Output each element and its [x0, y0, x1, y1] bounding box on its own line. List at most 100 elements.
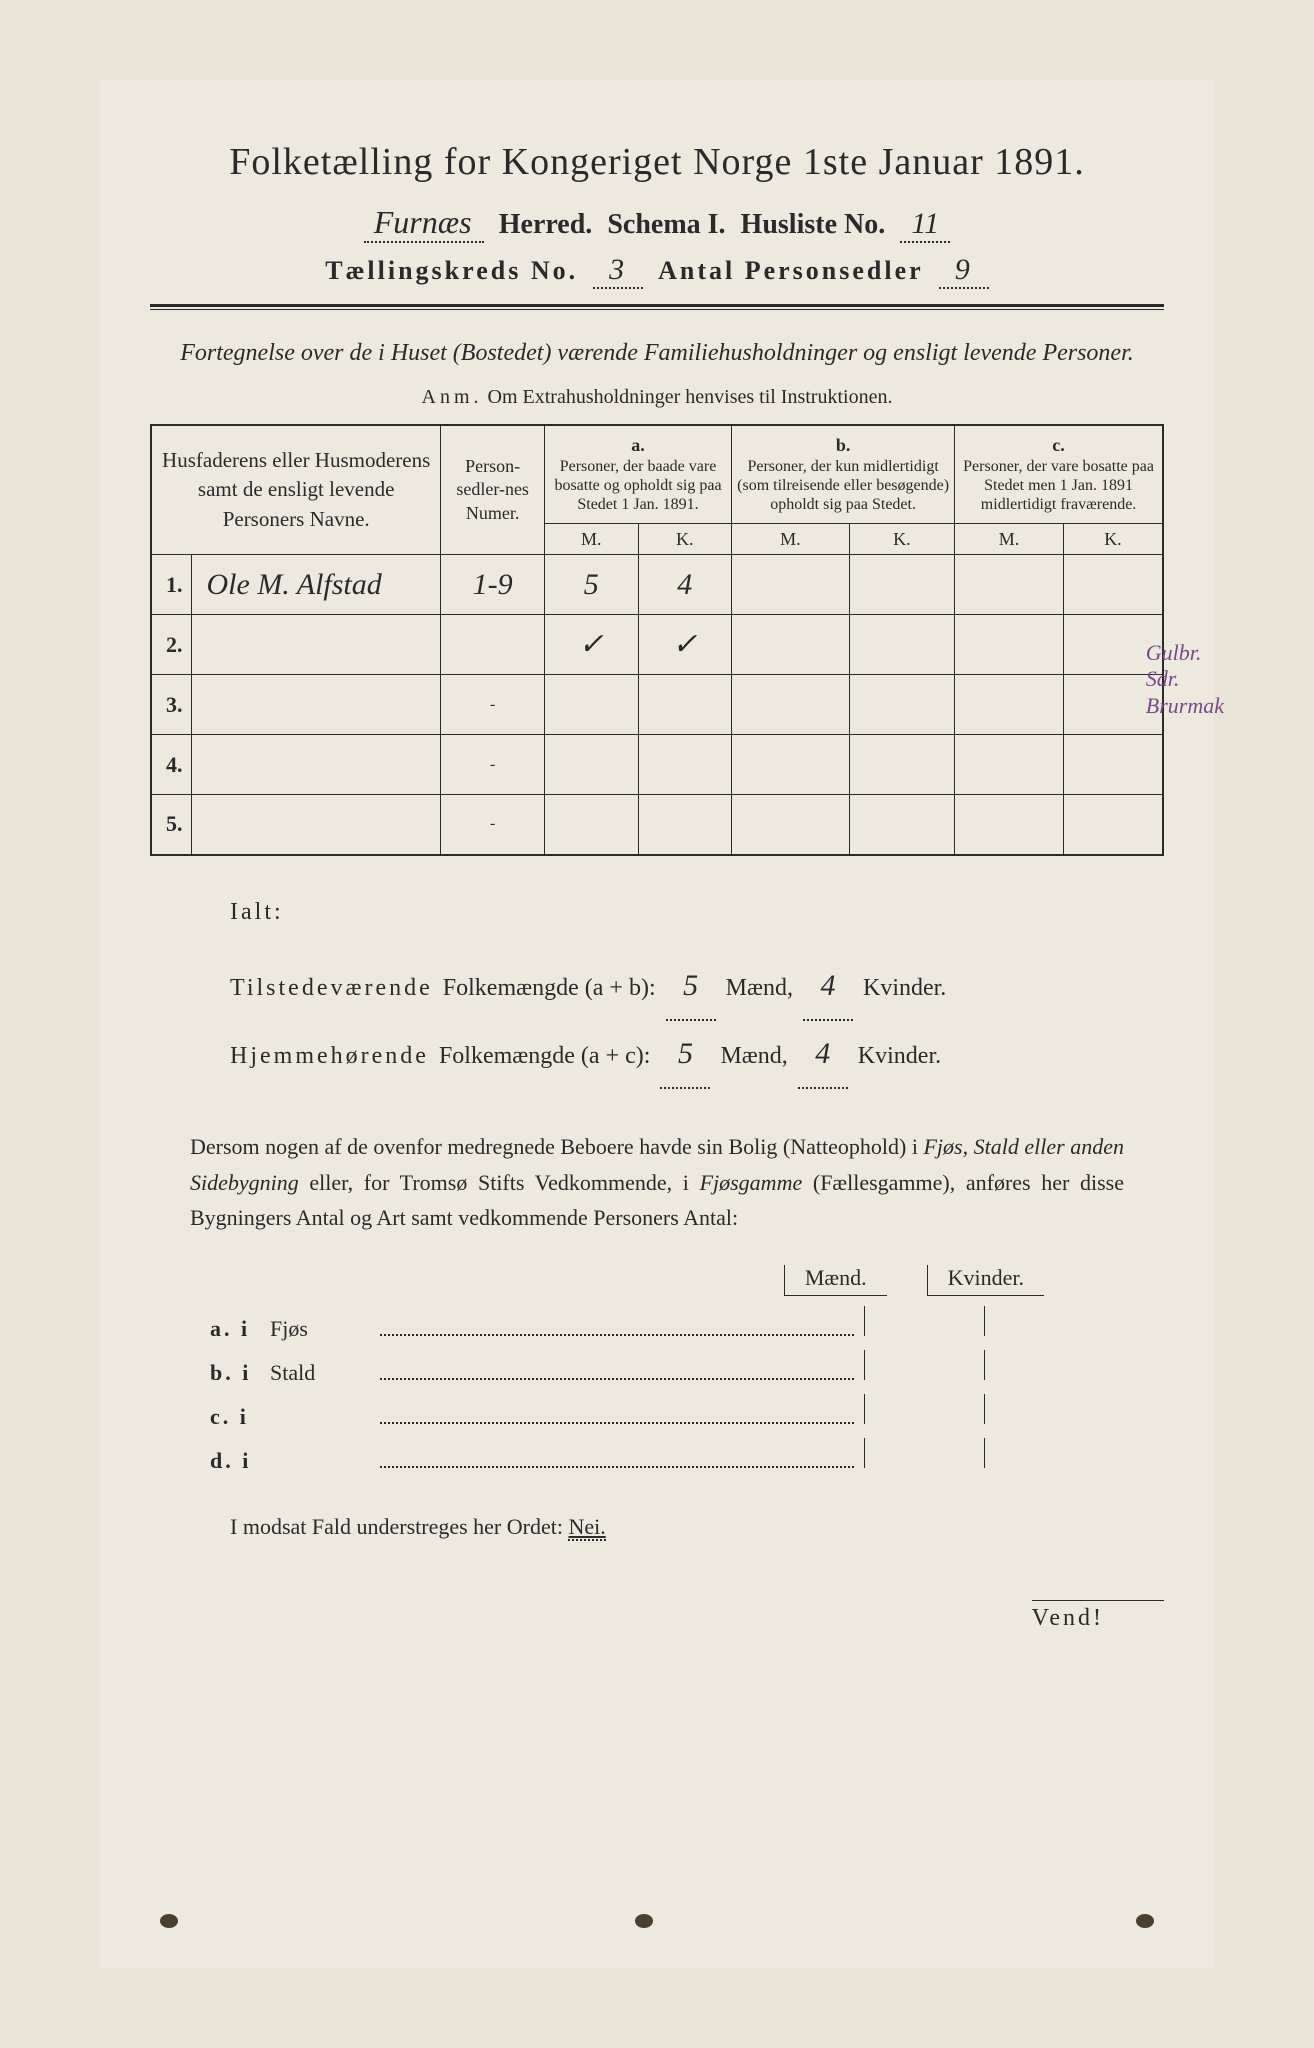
row-num: 4.: [151, 735, 191, 795]
sub-d-label: d. i: [210, 1448, 270, 1474]
row-num: 1.: [151, 555, 191, 615]
cm-cell: [955, 555, 1064, 615]
cm-cell: [955, 675, 1064, 735]
header-line-1: Furnæs Herred. Schema I. Husliste No. 11: [150, 204, 1164, 243]
ck-cell: [1063, 555, 1163, 615]
numer-cell: [441, 615, 545, 675]
kreds-value: 3: [593, 253, 643, 289]
am-cell: 5: [544, 555, 638, 615]
bm-cell: [732, 675, 850, 735]
cm-cell: [955, 615, 1064, 675]
sub-a-m: [864, 1306, 984, 1336]
val1-m: 5: [666, 953, 716, 1021]
table-body: 1. Ole M. Alfstad 1-9 5 4 2. ✓ ✓: [151, 555, 1163, 855]
punch-hole-icon: [1136, 1914, 1154, 1928]
description-text: Fortegnelse over de i Huset (Bostedet) v…: [150, 335, 1164, 371]
document-page: Folketælling for Kongeriget Norge 1ste J…: [100, 80, 1214, 1968]
p1: Dersom nogen af de ovenfor medregnede Be…: [190, 1134, 923, 1159]
sub-a-label: a. i: [210, 1316, 270, 1342]
ck-cell: [1063, 795, 1163, 855]
table-row: 3. -: [151, 675, 1163, 735]
col-c-text: Personer, der vare bosatte paa Stedet me…: [959, 457, 1158, 515]
bk-cell: [849, 735, 955, 795]
col-a-label: a.: [549, 435, 727, 457]
name-cell: [191, 675, 441, 735]
sub-section: Mænd. Kvinder. a. i Fjøs b. i Stald c. i…: [210, 1265, 1104, 1474]
bm-cell: [732, 795, 850, 855]
col-header-numer: Person-sedler-nes Numer.: [441, 425, 545, 555]
herred-value: Furnæs: [364, 204, 484, 243]
kreds-label: Tællingskreds No.: [325, 256, 578, 286]
am-cell: [544, 735, 638, 795]
anm-text: Om Extrahusholdninger henvises til Instr…: [488, 386, 893, 408]
dots-icon: [380, 1378, 854, 1380]
rule-divider: [150, 304, 1164, 310]
col-c-m: M.: [955, 524, 1064, 555]
nei-underlined: Nei.: [568, 1514, 605, 1541]
sub-row-a: a. i Fjøs: [210, 1306, 1104, 1342]
numer-cell: 1-9: [441, 555, 545, 615]
dots-icon: [380, 1466, 854, 1468]
i2: Fjøsgamme: [700, 1170, 803, 1195]
sub-row-b: b. i Stald: [210, 1350, 1104, 1386]
herred-label: Herred.: [499, 209, 593, 241]
table-row: 5. -: [151, 795, 1163, 855]
numer-cell: -: [441, 735, 545, 795]
line1-label: Tilstedeværende: [230, 962, 433, 1015]
husliste-value: 11: [900, 207, 950, 243]
ak-cell: [638, 735, 732, 795]
bm-cell: [732, 615, 850, 675]
sub-b-k: [984, 1350, 1104, 1380]
sub-d-k: [984, 1438, 1104, 1468]
val2-k: 4: [798, 1021, 848, 1089]
anm-line: Anm. Om Extrahusholdninger henvises til …: [150, 386, 1164, 409]
ak-cell: 4: [638, 555, 732, 615]
name-cell: [191, 615, 441, 675]
dots-icon: [380, 1334, 854, 1336]
sub-d-m: [864, 1438, 984, 1468]
footer-line: I modsat Fald understreges her Ordet: Ne…: [230, 1514, 1084, 1540]
table-row: 2. ✓ ✓: [151, 615, 1163, 675]
sub-c-label: c. i: [210, 1404, 270, 1430]
maend-label: Mænd,: [720, 1030, 787, 1083]
summary-line-2: Hjemmehørende Folkemængde (a + c): 5 Mæn…: [230, 1021, 1164, 1089]
table-row: 4. -: [151, 735, 1163, 795]
col-b-text: Personer, der kun midlertidigt (som tilr…: [736, 457, 950, 515]
husliste-label: Husliste No.: [741, 209, 886, 241]
line1-text: Folkemængde (a + b):: [443, 962, 656, 1015]
cm-cell: [955, 735, 1064, 795]
name-cell: Ole M. Alfstad: [191, 555, 441, 615]
ck-cell: [1063, 735, 1163, 795]
bk-cell: [849, 555, 955, 615]
numer-cell: -: [441, 795, 545, 855]
sub-b-m: [864, 1350, 984, 1380]
col-header-b: b. Personer, der kun midlertidigt (som t…: [732, 425, 955, 524]
sub-b-label: b. i: [210, 1360, 270, 1386]
col-header-a: a. Personer, der baade vare bosatte og o…: [544, 425, 731, 524]
am-cell: [544, 675, 638, 735]
summary-line-1: Tilstedeværende Folkemængde (a + b): 5 M…: [230, 953, 1164, 1021]
col-c-k: K.: [1063, 524, 1163, 555]
row-num: 5.: [151, 795, 191, 855]
am-cell: ✓: [544, 615, 638, 675]
col-a-m: M.: [544, 524, 638, 555]
ialt-label: Ialt:: [230, 886, 1164, 939]
col-header-names: Husfaderens eller Husmoderens samt de en…: [151, 425, 441, 555]
kvinder-label: Kvinder.: [858, 1030, 941, 1083]
schema-label: Schema I.: [607, 209, 725, 241]
col-header-c: c. Personer, der vare bosatte paa Stedet…: [955, 425, 1163, 524]
footer-text: I modsat Fald understreges her Ordet:: [230, 1514, 568, 1539]
bk-cell: [849, 675, 955, 735]
name-cell: [191, 795, 441, 855]
anm-label: Anm.: [422, 386, 483, 408]
antal-label: Antal Personsedler: [658, 256, 924, 286]
summary-section: Ialt: Tilstedeværende Folkemængde (a + b…: [230, 886, 1164, 1090]
margin-annotation: Gulbr. Sdr. Brurmak: [1146, 640, 1224, 719]
col-b-label: b.: [736, 435, 950, 457]
maend-label: Mænd,: [726, 962, 793, 1015]
bk-cell: [849, 615, 955, 675]
dots-icon: [380, 1422, 854, 1424]
table-row: 1. Ole M. Alfstad 1-9 5 4: [151, 555, 1163, 615]
punch-hole-icon: [160, 1914, 178, 1928]
ak-cell: [638, 795, 732, 855]
